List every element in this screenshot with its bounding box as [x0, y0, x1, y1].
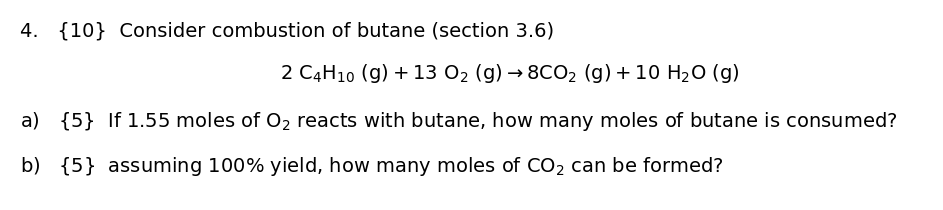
- Text: $\mathrm{2\ C_4H_{10}\ (g) + 13\ O_2\ (g) \rightarrow 8CO_2\ (g) + 10\ H_2O\ (g): $\mathrm{2\ C_4H_{10}\ (g) + 13\ O_2\ (g…: [280, 62, 739, 85]
- Text: 4.   {10}  Consider combustion of butane (section 3.6): 4. {10} Consider combustion of butane (s…: [20, 22, 554, 41]
- Text: a)   {5}  If 1.55 moles of $\mathrm{O_2}$ reacts with butane, how many moles of : a) {5} If 1.55 moles of $\mathrm{O_2}$ r…: [20, 110, 898, 133]
- Text: b)   {5}  assuming 100% yield, how many moles of $\mathrm{CO_2}$ can be formed?: b) {5} assuming 100% yield, how many mol…: [20, 155, 723, 178]
